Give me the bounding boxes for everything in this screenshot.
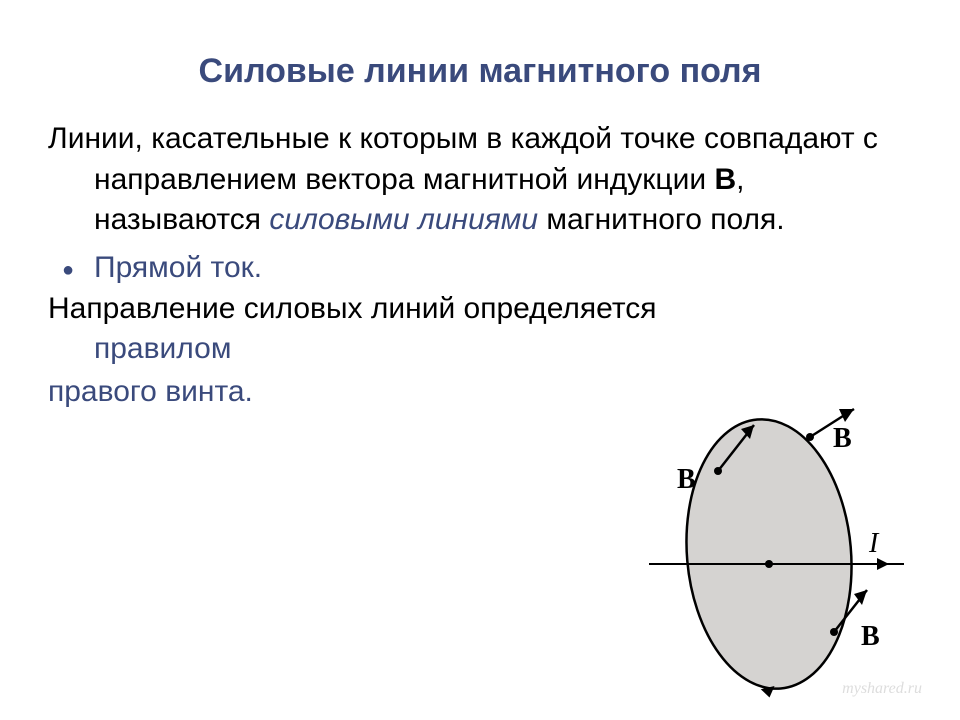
bullet-text: Прямой ток. — [94, 251, 262, 284]
label-b-top-right: B — [833, 423, 852, 454]
watermark: myshared.ru — [842, 680, 922, 698]
definition-part3: магнитного поля. — [538, 203, 785, 236]
content-area: Линии, касательные к которым в каждой то… — [48, 119, 912, 412]
label-b-top-left: B — [677, 464, 696, 495]
field-lines-diagram: I B B B — [649, 399, 904, 709]
ellipse-shape — [676, 412, 863, 695]
arrow-b-top-right-icon — [839, 409, 854, 422]
current-arrow-icon — [877, 558, 889, 570]
definition-paragraph: Линии, касательные к которым в каждой то… — [48, 119, 912, 241]
definition-part1: Линии, касательные к которым в каждой то… — [48, 122, 878, 196]
definition-bold-b: B — [714, 163, 736, 196]
direction-highlight: правилом — [94, 332, 231, 365]
watermark-text: myshared.ru — [842, 680, 922, 697]
title-text: Силовые линии магнитного поля — [199, 52, 762, 90]
label-i: I — [868, 528, 880, 559]
bullet-item: Прямой ток. — [48, 251, 912, 285]
center-dot — [765, 560, 773, 568]
direction-part1: Направление силовых линий определяется — [48, 292, 656, 325]
last-line-span: правого винта. — [48, 375, 253, 408]
label-b-bottom-right: B — [861, 621, 880, 652]
page-title: Силовые линии магнитного поля — [48, 52, 912, 91]
direction-paragraph: Направление силовых линий определяется п… — [48, 289, 708, 370]
diagram-svg: I B B B — [649, 399, 904, 709]
definition-highlight: силовыми линиями — [269, 203, 538, 236]
